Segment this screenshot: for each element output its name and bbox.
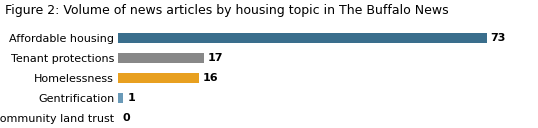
Bar	[118, 93, 123, 103]
Text: 73: 73	[491, 33, 506, 43]
Text: 17: 17	[208, 53, 224, 63]
Text: 16: 16	[203, 73, 219, 83]
Text: 1: 1	[128, 93, 135, 103]
Text: Figure 2: Volume of news articles by housing topic in The Buffalo News: Figure 2: Volume of news articles by hou…	[5, 4, 449, 17]
Bar	[118, 53, 204, 63]
Bar	[118, 73, 199, 83]
Text: 0: 0	[122, 113, 130, 123]
Bar	[118, 33, 486, 43]
